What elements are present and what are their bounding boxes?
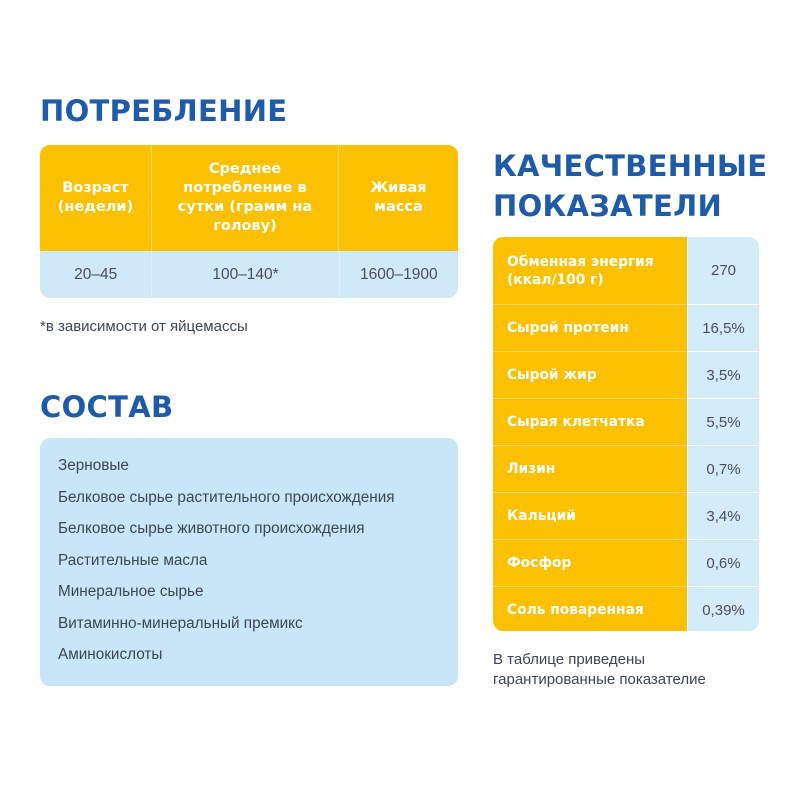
column-header-age: Возраст (недели): [40, 145, 152, 251]
consumption-table: Возраст (недели) Среднее потребление в с…: [40, 145, 458, 298]
column-header-live-weight: Живая масса: [370, 180, 427, 215]
list-item: Белковое сырье растительного происхожден…: [58, 488, 395, 506]
quality-value: 0,7%: [687, 446, 759, 493]
quality-value: 5,5%: [687, 399, 759, 446]
table-row: Сырой протеин 16,5%: [493, 305, 759, 352]
quality-value: 3,5%: [687, 352, 759, 399]
quality-heading-line1: КАЧЕСТВЕННЫЕ: [493, 149, 768, 183]
table-row: Кальций 3,4%: [493, 493, 759, 540]
consumption-heading: ПОТРЕБЛЕНИЕ: [40, 94, 288, 128]
quality-table: Обменная энергия (ккал/100 г) 270 Сырой …: [493, 237, 759, 631]
quality-heading-line2: ПОКАЗАТЕЛИ: [493, 189, 723, 223]
quality-name: Сырой протеин: [493, 305, 687, 352]
quality-name: Кальций: [493, 493, 687, 540]
cell-live-weight: 1600–1900: [360, 265, 438, 283]
list-item: Зерновые: [58, 457, 129, 474]
quality-name: Обменная энергия (ккал/100 г): [493, 237, 687, 305]
quality-name: Фосфор: [493, 540, 687, 587]
table-row: Сырой жир 3,5%: [493, 352, 759, 399]
composition-heading: СОСТАВ: [40, 390, 174, 424]
table-row: Сырая клетчатка 5,5%: [493, 399, 759, 446]
quality-name: Сырой жир: [493, 352, 687, 399]
quality-name: Соль поваренная: [493, 587, 687, 631]
quality-value: 0,6%: [687, 540, 759, 587]
column-header-daily-intake: Среднее потребление в сутки (грамм на го…: [152, 145, 339, 251]
consumption-table-row: 20–45 100–140* 1600–1900: [40, 251, 458, 298]
list-item: Белковое сырье животного происхождения: [58, 520, 365, 537]
list-item: Минеральное сырье: [58, 583, 204, 600]
quality-value: 0,39%: [687, 587, 759, 631]
quality-name: Сырая клетчатка: [493, 399, 687, 446]
list-item: Растительные масла: [58, 551, 208, 569]
composition-box: Зерновые Белковое сырье растительного пр…: [40, 438, 458, 686]
consumption-footnote: *в зависимости от яйцемассы: [40, 318, 248, 335]
cell-age: 20–45: [40, 251, 153, 298]
quality-note: В таблице приведены гарантированные пока…: [493, 651, 706, 688]
quality-value: 270: [687, 237, 759, 305]
list-item: Витаминно-минеральный премикс: [58, 614, 303, 632]
quality-value: 3,4%: [687, 493, 759, 540]
table-row: Обменная энергия (ккал/100 г) 270: [493, 237, 759, 305]
cell-daily-intake: 100–140*: [152, 251, 340, 298]
consumption-table-header: Возраст (недели) Среднее потребление в с…: [40, 145, 458, 251]
list-item: Аминокислоты: [58, 646, 163, 663]
quality-heading: КАЧЕСТВЕННЫЕ ПОКАЗАТЕЛИ: [493, 146, 767, 226]
quality-name: Лизин: [493, 446, 687, 493]
quality-value: 16,5%: [687, 305, 759, 352]
table-row: Лизин 0,7%: [493, 446, 759, 493]
table-row: Соль поваренная 0,39%: [493, 587, 759, 631]
composition-list: Зерновые Белковое сырье растительного пр…: [40, 438, 458, 676]
table-row: Фосфор 0,6%: [493, 540, 759, 587]
